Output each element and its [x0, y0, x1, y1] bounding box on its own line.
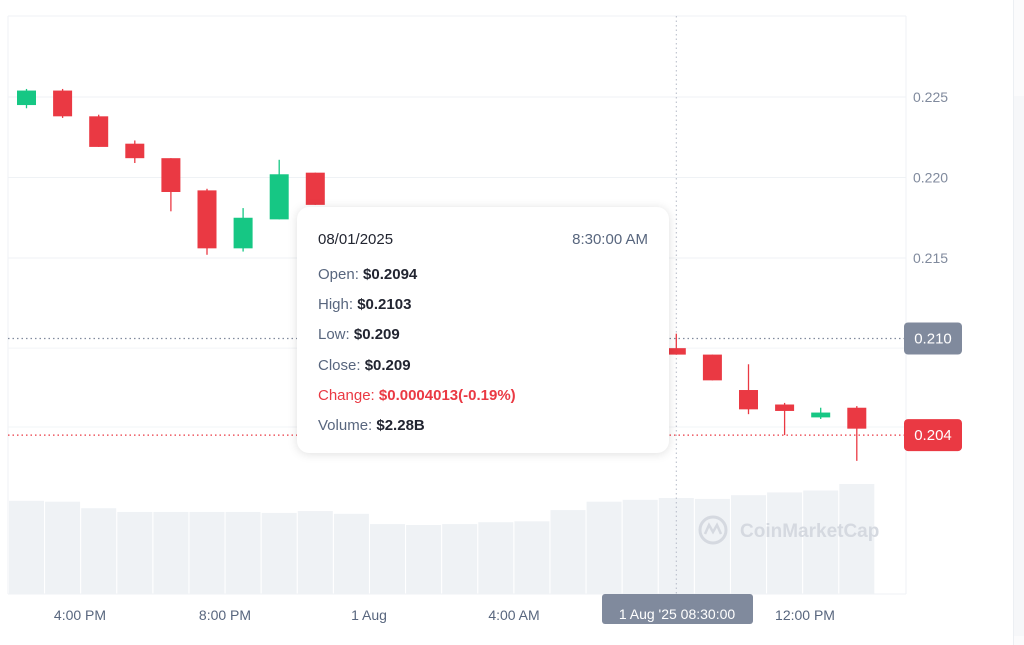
tooltip-change-row: Change: $0.0004013(-0.19%) — [318, 381, 648, 411]
tooltip-time: 8:30:00 AM — [572, 231, 648, 248]
tooltip-low-row: Low: $0.209 — [318, 320, 648, 350]
volume-bar — [731, 495, 766, 594]
volume-bar — [839, 484, 875, 594]
volume-bar — [261, 512, 297, 594]
y-tick-label: 0.225 — [913, 89, 948, 105]
volume-bar — [694, 498, 730, 594]
volume-bar — [117, 511, 153, 594]
candle-tooltip: 08/01/2025 8:30:00 AM Open: $0.2094 High… — [297, 207, 669, 453]
watermark-text: CoinMarketCap — [740, 521, 879, 542]
volume-bar — [586, 501, 622, 594]
volume-bar — [514, 521, 550, 594]
volume-bar — [550, 510, 586, 594]
candle-body — [739, 390, 758, 410]
y-tick-label: 0.220 — [913, 170, 948, 186]
candle-body — [53, 90, 73, 117]
volume-bar — [622, 499, 658, 594]
volume-bar — [478, 522, 514, 594]
candle-body — [161, 158, 181, 192]
tooltip-header: 08/01/2025 8:30:00 AM — [318, 231, 648, 248]
volume-bar — [442, 524, 478, 594]
tooltip-date: 08/01/2025 — [318, 231, 394, 248]
price-tag-badge — [904, 322, 962, 355]
tooltip-close-row: Close: $0.209 — [318, 351, 648, 381]
tooltip-low-label: Low: — [318, 326, 350, 344]
x-tick-label: 12:00 PM — [775, 607, 835, 623]
tooltip-change-label: Change: — [318, 386, 375, 404]
coinmarketcap-watermark: CoinMarketCap — [698, 515, 879, 545]
volume-bar — [803, 490, 839, 594]
tooltip-high-label: High: — [318, 296, 354, 314]
x-tick-label: 4:00 PM — [54, 607, 106, 623]
x-tick-label: 4:00 AM — [488, 607, 539, 623]
y-tick-label: 0.215 — [913, 250, 948, 266]
price-tag-badge — [904, 419, 962, 452]
tooltip-volume-value: $2.28B — [376, 417, 425, 435]
volume-bar — [767, 492, 803, 594]
hover-time-label: 1 Aug '25 08:30:00 — [619, 606, 736, 622]
tooltip-open-label: Open: — [318, 266, 359, 283]
candle-body — [269, 174, 289, 220]
hover-time-badge — [602, 594, 753, 624]
tooltip-low-value: $0.209 — [353, 326, 400, 344]
candle-body — [197, 190, 217, 249]
candle-body — [702, 354, 722, 381]
x-tick-label: 1 Aug — [351, 607, 387, 623]
candle-body — [17, 90, 36, 106]
volume-bar — [658, 497, 694, 594]
volume-bar — [297, 511, 333, 594]
volume-bar — [81, 508, 117, 594]
candle-body — [89, 116, 109, 147]
volume-bar — [45, 501, 81, 594]
side-panel-box — [1014, 96, 1024, 636]
candle-body — [125, 143, 145, 159]
tooltip-volume-label: Volume: — [318, 417, 373, 435]
candle-body — [847, 407, 867, 429]
tooltip-change-value: $0.0004013(-0.19%) — [378, 386, 516, 404]
volume-bar — [333, 513, 369, 594]
candle-body — [305, 172, 325, 205]
candle-body — [233, 217, 253, 249]
price-tag-label: 0.204 — [914, 427, 952, 444]
tooltip-volume-row: Volume: $2.28B — [318, 411, 648, 441]
tooltip-close-value: $0.209 — [364, 356, 411, 374]
volume-bar — [153, 511, 189, 594]
volume-bar — [370, 524, 405, 594]
volume-bar — [225, 511, 261, 594]
price-tag-label: 0.210 — [914, 331, 952, 348]
x-tick-label: 8:00 PM — [199, 607, 251, 623]
watermark-logo-icon — [698, 515, 728, 545]
volume-bar — [406, 525, 442, 594]
tooltip-close-label: Close: — [318, 356, 361, 374]
volume-bar — [189, 511, 225, 594]
tooltip-high-value: $0.2103 — [357, 296, 412, 314]
tooltip-open-value: $0.2094 — [363, 266, 418, 283]
watermark-logo-mark — [703, 522, 723, 535]
candle-body — [666, 348, 686, 355]
candle-body — [811, 412, 831, 418]
candle-body — [775, 404, 795, 411]
volume-bar — [9, 500, 44, 594]
tooltip-open-row: Open: $0.2094 — [318, 260, 648, 290]
tooltip-high-row: High: $0.2103 — [318, 290, 648, 320]
